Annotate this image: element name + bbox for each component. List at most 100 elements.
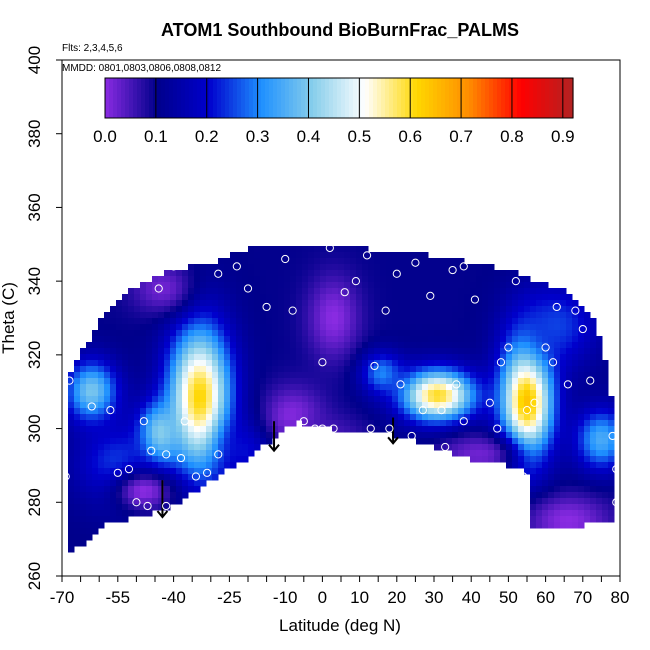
sample-point [381, 306, 390, 315]
sample-point [496, 358, 506, 367]
sample-point [586, 376, 595, 385]
y-tick-label: 320 [25, 341, 44, 369]
sample-point [113, 468, 122, 477]
sample-point [318, 358, 327, 367]
sample-point [162, 501, 171, 511]
sample-point [552, 302, 561, 312]
sample-point [504, 343, 513, 352]
sample-point [162, 450, 171, 459]
y-tick-label: 380 [25, 120, 44, 148]
x-tick-label: 70 [573, 588, 592, 607]
sample-point [437, 406, 446, 415]
sample-point [202, 468, 212, 477]
sample-point [169, 262, 178, 271]
sample-point [269, 453, 279, 463]
descent-arrow [268, 421, 280, 453]
x-tick-label: 50 [499, 588, 518, 607]
colorbar-tick-label: 0.7 [449, 127, 473, 146]
x-tick-label: 0 [318, 588, 327, 607]
sample-point [191, 472, 201, 481]
sample-point [470, 295, 480, 304]
sample-point [87, 402, 96, 411]
x-tick-label: 60 [536, 588, 555, 607]
sample-point [418, 406, 427, 415]
sample-point [318, 428, 327, 437]
sample-point [493, 424, 502, 433]
sample-point [571, 306, 580, 315]
chart-title: ATOM1 Southbound BioBurnFrac_PALMS [161, 20, 519, 40]
x-tick-label: -70 [50, 588, 75, 607]
x-tick-label: -40 [161, 588, 186, 607]
sample-point [65, 376, 74, 385]
sample-point [180, 417, 189, 426]
sample-point [143, 501, 152, 511]
x-axis: -70 -55 -40 -25 -10 0 10 20 30 40 50 60 70 80 [50, 576, 629, 607]
sample-point [329, 424, 338, 433]
colorbar-tick-label: 0.3 [246, 127, 270, 146]
sample-point [459, 262, 468, 271]
sample-point [452, 380, 461, 389]
sample-point [340, 288, 349, 297]
sample-point [370, 361, 379, 371]
sample-point [411, 258, 420, 267]
sample-point [214, 450, 223, 459]
y-tick-label: 340 [25, 267, 44, 295]
sample-point [132, 498, 141, 507]
colorbar-ticks: 0.0 0.1 0.2 0.3 0.4 0.5 0.6 0.7 0.8 0.9 [93, 78, 575, 146]
y-tick-label: 400 [25, 46, 44, 74]
y-axis: 260 280 300 320 340 360 380 400 [25, 46, 62, 590]
sample-point [548, 358, 558, 367]
descent-arrow [156, 480, 169, 519]
sample-point [262, 302, 271, 312]
sample-point [511, 277, 520, 286]
flights-note: Flts: 2,3,4,5,6 [62, 43, 123, 54]
sample-point [396, 380, 405, 389]
colorbar-tick-label: 0.9 [551, 127, 575, 146]
x-axis-label: Latitude (deg N) [279, 616, 401, 635]
sample-point [441, 442, 450, 452]
sample-point [106, 406, 115, 415]
sample-point [139, 417, 148, 426]
sample-point [541, 343, 550, 352]
sample-point [597, 295, 606, 304]
colorbar-tick-label: 0.1 [144, 127, 168, 146]
sample-points [61, 243, 621, 511]
sample-point [530, 398, 539, 407]
sample-point [385, 424, 394, 433]
x-tick-label: 10 [350, 588, 369, 607]
sample-point [214, 269, 223, 278]
sample-point [459, 417, 468, 426]
sample-point [448, 265, 457, 275]
sample-point [392, 269, 401, 278]
y-axis-label: Theta (C) [0, 282, 18, 354]
x-tick-label: -55 [106, 588, 131, 607]
sample-point [281, 254, 290, 264]
sample-point [124, 465, 134, 474]
sample-point [154, 284, 163, 293]
sample-point [243, 284, 253, 293]
sample-point [563, 380, 573, 389]
colorbar-tick-label: 0.5 [348, 127, 372, 146]
colorbar-tick-label: 0.0 [93, 127, 117, 146]
sample-point [176, 453, 186, 463]
direction-arrows [156, 417, 399, 519]
colorbar-tick-label: 0.2 [195, 127, 219, 146]
x-tick-label: 20 [387, 588, 406, 607]
x-tick-label: -25 [217, 588, 242, 607]
sample-point [608, 431, 617, 441]
colorbar-tick-label: 0.6 [398, 127, 422, 146]
sample-point [519, 472, 528, 481]
sample-point [325, 243, 334, 253]
descent-arrow [387, 417, 399, 445]
y-tick-label: 360 [25, 193, 44, 221]
colorbar-tick-label: 0.4 [297, 127, 321, 146]
sample-point [318, 424, 327, 433]
sample-point [232, 262, 241, 271]
sample-point [351, 277, 360, 286]
heatmap-field [68, 246, 615, 553]
x-tick-label: 30 [425, 588, 444, 607]
sample-point [426, 291, 435, 300]
sample-point [522, 406, 532, 415]
sample-point [288, 306, 297, 315]
